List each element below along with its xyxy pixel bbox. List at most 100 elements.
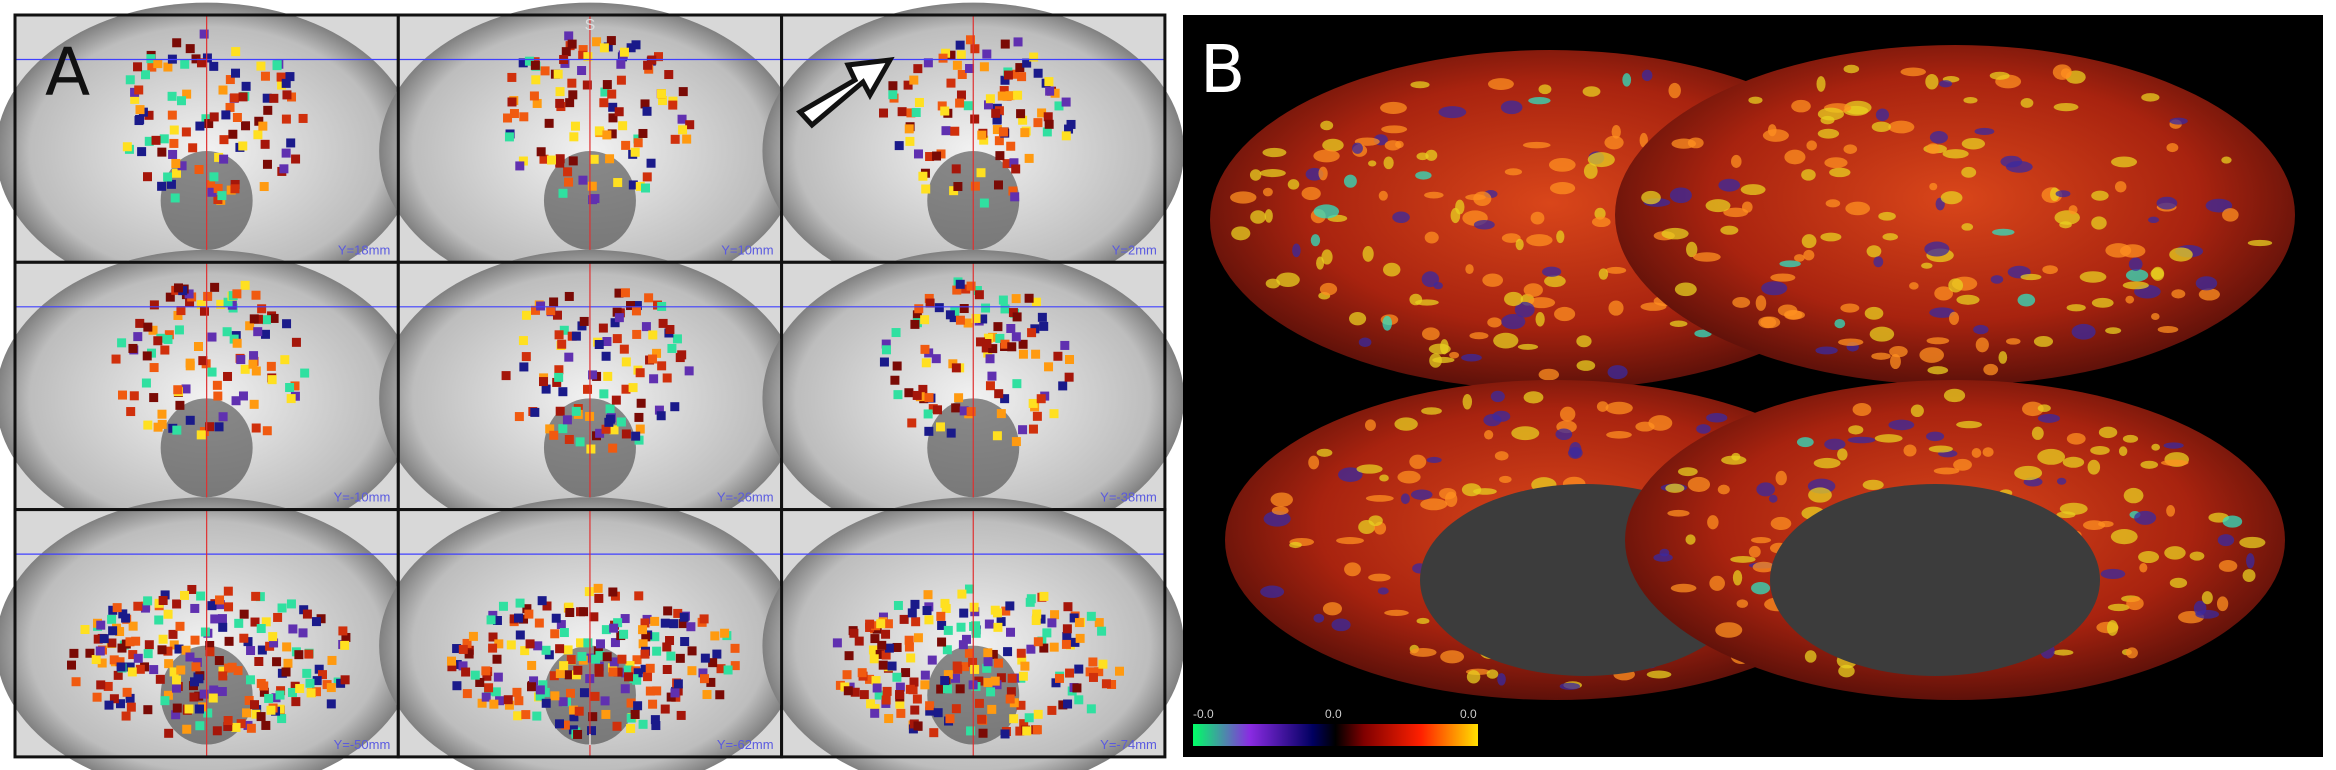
activation-voxel [652,646,662,656]
slice-label: Y=-10mm [334,490,391,505]
activation-voxel [260,139,270,149]
activation-voxel [544,118,554,128]
activation-voxel [656,89,666,99]
activation-voxel [871,676,881,686]
activation-blob [1321,249,1333,265]
activation-blob [1888,120,1915,134]
activation-voxel [249,351,259,361]
activation-voxel [266,361,276,371]
activation-blob [1384,609,1409,616]
activation-voxel [1005,601,1015,611]
activation-voxel [549,671,559,681]
activation-blob [1487,317,1502,328]
activation-voxel [602,337,612,347]
activation-voxel [214,656,224,666]
activation-voxel [532,711,542,721]
activation-blob [1731,154,1742,168]
activation-voxel [894,141,904,151]
activation-voxel [199,306,209,316]
activation-voxel [190,677,200,687]
activation-blob [1929,130,1948,144]
activation-voxel [1000,39,1010,49]
activation-voxel [643,672,653,682]
activation-voxel [223,371,233,381]
activation-voxel [730,643,740,653]
activation-voxel [874,690,884,700]
activation-voxel [210,614,220,624]
activation-voxel [984,619,994,629]
activation-blob [1694,329,1712,338]
activation-voxel [887,661,897,671]
activation-voxel [1061,639,1071,649]
activation-voxel [180,59,190,69]
activation-voxel [92,692,102,702]
activation-voxel [257,645,267,655]
activation-voxel [667,343,677,353]
activation-voxel [904,124,914,134]
activation-voxel [172,38,182,48]
activation-voxel [262,159,272,169]
activation-voxel [251,423,261,433]
activation-voxel [521,352,531,362]
activation-voxel [882,686,892,696]
activation-voxel [544,650,554,660]
activation-voxel [257,304,267,314]
activation-voxel [147,62,157,72]
activation-voxel [1043,112,1053,122]
activation-voxel [251,709,261,719]
activation-voxel [185,44,195,54]
activation-voxel [277,603,287,613]
activation-voxel [648,330,658,340]
activation-voxel [281,667,291,677]
activation-blob [1998,351,2008,364]
activation-blob [1990,275,2004,284]
activation-voxel [524,56,534,66]
activation-blob [1646,670,1672,679]
activation-voxel [593,583,603,593]
activation-voxel [143,705,153,715]
activation-voxel [493,672,503,682]
activation-voxel [626,43,636,53]
activation-blob [1358,337,1372,348]
activation-voxel [925,152,935,162]
activation-voxel [171,158,181,168]
activation-voxel [613,667,623,677]
activation-voxel [1033,637,1043,647]
activation-voxel [985,94,995,104]
activation-voxel [868,645,878,655]
activation-voxel [1033,68,1043,78]
activation-voxel [489,699,499,709]
activation-voxel [937,101,947,111]
activation-voxel [1031,349,1041,359]
activation-blob [1383,156,1394,170]
activation-voxel [566,655,576,665]
activation-voxel [608,587,618,597]
activation-blob [1308,455,1320,470]
panel-label: B [1200,31,1245,108]
activation-blob [1975,337,1989,353]
activation-blob [1817,128,1840,139]
activation-voxel [562,415,572,425]
activation-voxel [143,420,153,430]
activation-voxel [603,371,613,381]
activation-voxel [1015,726,1025,736]
activation-voxel [125,637,135,647]
activation-voxel [680,637,690,647]
activation-voxel [122,687,132,697]
activation-voxel [1101,679,1111,689]
activation-voxel [521,310,531,320]
activation-voxel [865,674,875,684]
activation-voxel [256,624,266,634]
activation-voxel [261,315,271,325]
activation-voxel [933,708,943,718]
activation-voxel [842,670,852,680]
activation-voxel [552,377,562,387]
activation-voxel [610,318,620,328]
activation-voxel [276,72,286,82]
activation-blob [2059,221,2072,229]
activation-voxel [269,313,279,323]
activation-voxel [135,105,145,115]
activation-voxel [526,682,536,692]
activation-voxel [925,701,935,711]
activation-voxel [215,600,225,610]
